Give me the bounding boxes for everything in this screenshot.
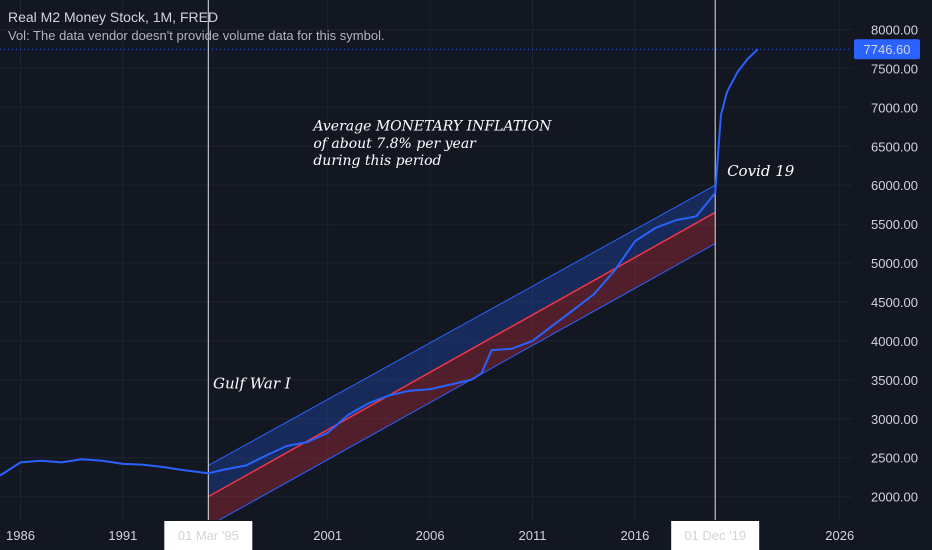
channel-upper-line	[208, 184, 716, 466]
grid-lines	[0, 0, 852, 520]
y-axis[interactable]: 8000.00 7500.00 7000.00 6500.00 6000.00 5500.…	[852, 0, 932, 550]
y-tick-label: 3000.00	[871, 412, 918, 427]
y-tick-label: 3500.00	[871, 373, 918, 388]
y-tick-label: 8000.00	[871, 22, 918, 37]
y-tick-label: 4500.00	[871, 295, 918, 310]
x-axis-background	[0, 520, 932, 550]
annotation-label: during this period	[313, 153, 441, 169]
date-markers	[0, 0, 852, 520]
volume-note: Vol: The data vendor doesn't provide vol…	[8, 28, 385, 43]
y-tick-label: 6500.00	[871, 139, 918, 154]
x-tick-label: 2006	[416, 528, 445, 543]
annotation-label: Average MONETARY INFLATION	[311, 119, 552, 135]
y-tick-label: 7500.00	[871, 61, 918, 76]
y-tick-label: 2500.00	[871, 451, 918, 466]
annotation-label: Gulf War I	[213, 374, 292, 392]
channel-lower-line	[208, 243, 716, 527]
y-tick-label: 6000.00	[871, 178, 918, 193]
x-tick-label: 1991	[108, 528, 137, 543]
series-line	[0, 48, 759, 477]
y-tick-label: 5500.00	[871, 217, 918, 232]
annotation-label: Covid 19	[727, 162, 795, 180]
chart-header: Real M2 Money Stock, 1M, FRED Vol: The d…	[8, 8, 385, 46]
date-marker-label: 01 Dec '19	[684, 528, 746, 543]
upper-channel-fill	[208, 185, 716, 497]
x-tick-label: 2011	[519, 528, 547, 543]
series-layer	[0, 48, 759, 477]
annotation-label: of about 7.8% per year	[313, 136, 477, 152]
last-price-badge	[854, 39, 920, 60]
date-marker-badge	[671, 521, 760, 550]
x-tick-label: 1986	[6, 528, 35, 543]
date-marker-label: 01 Mar '95	[178, 528, 239, 543]
y-tick-label: 7000.00	[871, 100, 918, 115]
date-marker-badge	[164, 521, 253, 550]
lower-channel-fill	[208, 212, 716, 527]
y-tick-label: 2000.00	[871, 490, 918, 505]
x-tick-label: 2016	[620, 528, 649, 543]
last-price-label: 7746.60	[864, 42, 911, 57]
chart-title: Real M2 Money Stock, 1M, FRED	[8, 9, 219, 25]
y-axis-background	[852, 0, 932, 550]
x-tick-label: 2026	[825, 528, 854, 543]
y-tick-label: 4000.00	[871, 334, 918, 349]
y-tick-label: 5000.00	[871, 256, 918, 271]
channel-middle-line	[207, 211, 716, 498]
x-tick-label: 2001	[313, 528, 342, 543]
x-axis[interactable]: 1986 1991 2001 2006 2011 2016 2026 01 Mar '95 01…	[0, 520, 932, 550]
regression-channel	[207, 184, 716, 527]
